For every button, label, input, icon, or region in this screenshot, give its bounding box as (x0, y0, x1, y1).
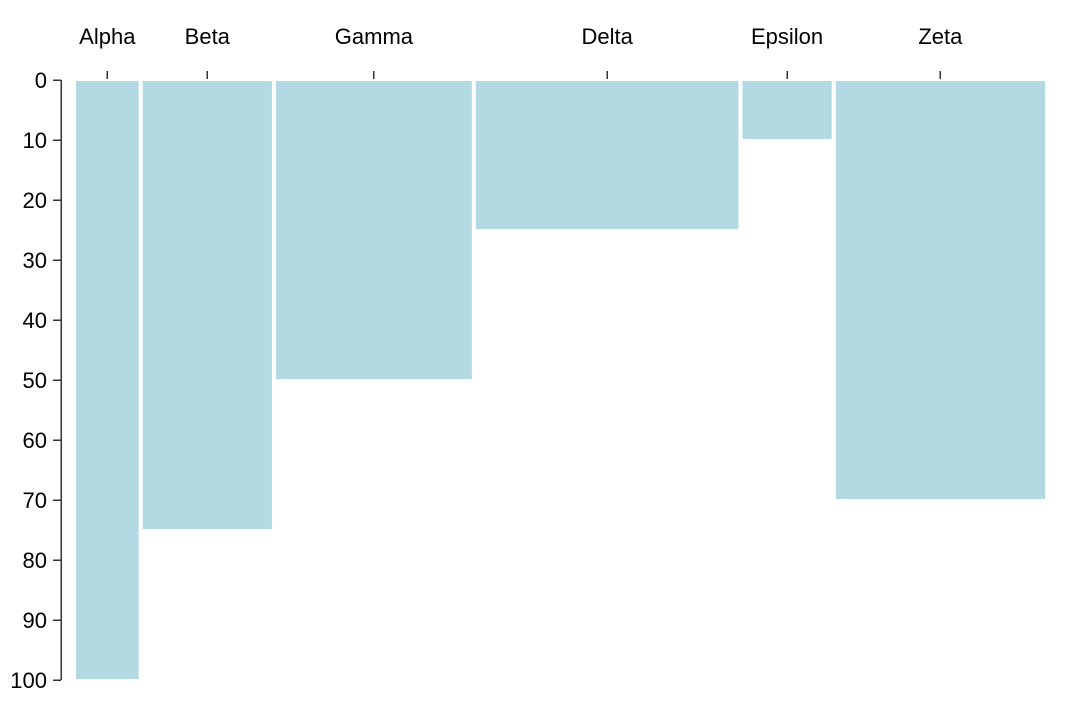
y-axis: 0 10 20 30 40 50 60 70 80 90 100 (10, 68, 62, 693)
x-tick-label-gamma: Gamma (335, 24, 414, 49)
y-tick-label-90: 90 (23, 608, 47, 633)
x-tick-label-delta: Delta (581, 24, 633, 49)
bar-epsilon (740, 79, 834, 141)
bar-gamma (273, 79, 474, 381)
y-tick-label-100: 100 (10, 668, 47, 693)
x-tick-label-beta: Beta (185, 24, 231, 49)
y-tick-label-30: 30 (23, 248, 47, 273)
x-tick-label-zeta: Zeta (918, 24, 963, 49)
x-tick-label-alpha: Alpha (79, 24, 136, 49)
bar-delta (473, 79, 741, 231)
y-tick-label-20: 20 (23, 188, 47, 213)
x-tick-label-epsilon: Epsilon (751, 24, 823, 49)
y-tick-label-50: 50 (23, 368, 47, 393)
x-axis: Alpha Beta Gamma Delta Epsilon Zeta (79, 24, 963, 79)
bar-alpha (74, 79, 141, 681)
bar-beta (140, 79, 274, 531)
y-tick-label-0: 0 (35, 68, 47, 93)
y-tick-label-60: 60 (23, 428, 47, 453)
y-tick-label-70: 70 (23, 488, 47, 513)
bar-zeta (833, 79, 1047, 501)
y-tick-label-40: 40 (23, 308, 47, 333)
y-tick-label-10: 10 (23, 128, 47, 153)
y-tick-label-80: 80 (23, 548, 47, 573)
bars-layer (74, 79, 1047, 681)
